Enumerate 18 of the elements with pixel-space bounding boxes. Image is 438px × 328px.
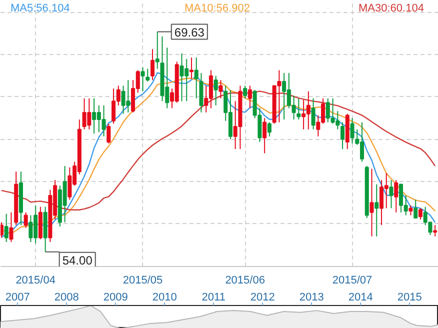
x-tick-label: 2008 xyxy=(54,292,79,304)
x-tick-label: 2015 xyxy=(397,292,422,304)
annotation: 69.63 xyxy=(174,25,205,40)
x-tick-label: 2013 xyxy=(299,292,324,304)
annotation: 54.00 xyxy=(62,253,93,268)
x-tick-label: 2011 xyxy=(202,292,226,304)
x-tick-label: 2007 xyxy=(5,292,30,304)
text: MA10:56.902 xyxy=(184,2,250,14)
x-tick-label: 2015/05 xyxy=(122,274,163,286)
x-tick-label: 2015/06 xyxy=(225,274,265,286)
x-tick-label: 2009 xyxy=(103,292,128,304)
x-tick-label: 2015/04 xyxy=(16,274,56,286)
text: MA30:60.104 xyxy=(358,2,424,14)
x-tick-label: 2015/07 xyxy=(332,274,372,286)
text: MA5:56.104 xyxy=(10,2,70,14)
x-tick-label: 2014 xyxy=(348,292,373,304)
x-tick-label: 2010 xyxy=(152,292,177,304)
x-tick-label: 2012 xyxy=(250,292,275,304)
